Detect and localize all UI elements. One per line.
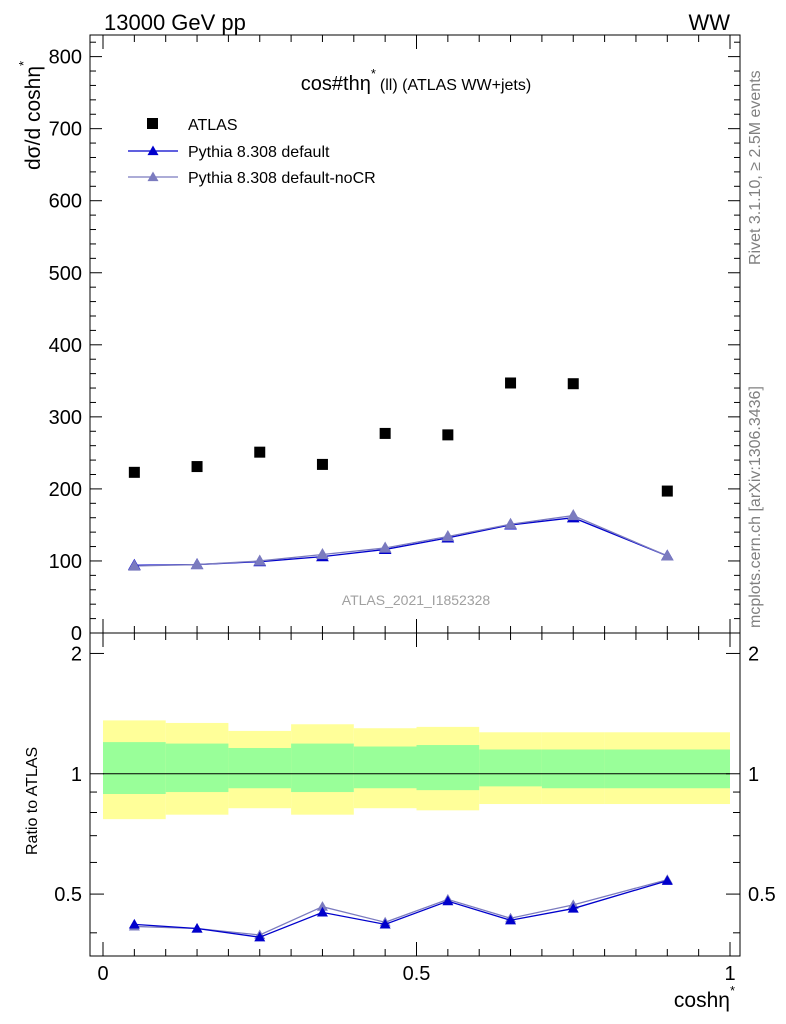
- uncertainty-band-green: [479, 749, 542, 787]
- legend-marker-triangle: [147, 171, 159, 182]
- ratio-y-axis-label: Ratio to ATLAS: [24, 747, 41, 855]
- series-marker-2: [378, 541, 392, 553]
- uncertainty-band-green: [416, 745, 480, 791]
- ratio-series-marker: [191, 923, 203, 933]
- plot-title-main: cos#thη: [301, 73, 371, 95]
- legend: ATLAS Pythia 8.308 default Pythia 8.308 de…: [128, 117, 376, 187]
- uncertainty-band-green: [228, 748, 292, 789]
- ratio-series-marker: [254, 931, 266, 942]
- plot-title: cos#thη* (ll) (ATLAS WW+jets): [301, 66, 531, 95]
- main-y-tick-label: 300: [49, 407, 82, 429]
- main-y-axis-label-text: dσ/d coshη: [22, 66, 45, 170]
- uncertainty-band-green: [541, 749, 605, 789]
- uncertainty-band-green: [604, 749, 730, 789]
- ratio-series-line: [134, 879, 668, 936]
- series-line-1: [134, 517, 668, 566]
- main-y-tick-labels: 0 100 200 300 400 500 600 700 800: [49, 47, 82, 645]
- x-tick-label: 1: [724, 963, 735, 985]
- atlas-data-point: [128, 466, 140, 478]
- ratio-y-tick-label: 2: [71, 643, 82, 665]
- ratio-series-marker: [505, 914, 517, 925]
- atlas-data-point: [442, 429, 454, 441]
- legend-entry-label: Pythia 8.308 default: [188, 144, 330, 161]
- ratio-series-marker: [567, 903, 579, 913]
- main-y-tick-label: 500: [49, 263, 82, 285]
- series-marker-2: [127, 559, 141, 571]
- main-y-tick-label: 100: [49, 551, 82, 573]
- uncertainty-band-green: [353, 746, 417, 789]
- x-tick-labels: 0 0.5 1: [97, 963, 735, 985]
- main-y-tick-label: 800: [49, 47, 82, 69]
- main-x-ticks: [102, 35, 731, 633]
- ratio-series-marker: [316, 901, 328, 911]
- header-process-label: WW: [688, 10, 730, 35]
- rivet-version-text: Rivet 3.1.10, ≥ 2.5M events: [747, 70, 764, 265]
- main-series-group: [127, 377, 674, 571]
- ratio-series-line: [134, 880, 668, 938]
- legend-marker-triangle: [147, 145, 159, 156]
- series-marker-2: [441, 529, 455, 542]
- series-marker-2: [316, 547, 329, 560]
- x-tick-label: 0: [97, 963, 108, 985]
- legend-marker-atlas: [147, 118, 158, 129]
- atlas-data-point: [505, 377, 517, 389]
- mcplots-credit-text: mcplots.cern.ch [arXiv:1306.3436]: [747, 386, 764, 628]
- ratio-y-tick-labels: 0.5 0.5 1 1 2 2: [54, 643, 776, 906]
- watermark-analysis-id: ATLAS_2021_I1852328: [342, 592, 491, 608]
- ratio-plot-frame: [89, 632, 741, 957]
- ratio-series-marker: [128, 918, 140, 929]
- ratio-y-tick-label: 0.5: [54, 884, 82, 906]
- atlas-data-point: [191, 461, 203, 473]
- ratio-y-tick-label-right: 0.5: [748, 884, 776, 906]
- atlas-data-point: [567, 378, 579, 390]
- main-y-ticks: [90, 41, 740, 634]
- atlas-data-point: [316, 458, 328, 470]
- ratio-panel: 0.5 0.51 12 2 0 0.5 1 Ratio to ATLAS coshη*: [24, 632, 776, 1012]
- ratio-y-tick-label-right: 2: [748, 643, 759, 665]
- ratio-x-ticks: [102, 633, 731, 956]
- ratio-series-marker: [661, 875, 673, 885]
- ratio-uncertainty-bands: [103, 720, 730, 820]
- legend-entry-label: Pythia 8.308 default-noCR: [188, 170, 376, 187]
- main-y-tick-label: 200: [49, 479, 82, 501]
- main-y-tick-label: 0: [71, 623, 82, 645]
- atlas-data-point: [661, 485, 673, 497]
- series-marker-2: [253, 554, 267, 566]
- atlas-data-point: [379, 427, 391, 439]
- ratio-series-group: [128, 874, 673, 942]
- main-panel: 0 100 200 300 400 500 600 700 800 ATLAS_2021_I18…: [16, 34, 741, 645]
- ratio-y-ticks: [90, 652, 740, 934]
- main-y-axis-label-sup: *: [16, 61, 31, 66]
- uncertainty-band-green: [103, 742, 166, 794]
- x-axis-label-sup: *: [730, 983, 735, 998]
- series-marker-2: [504, 517, 517, 529]
- main-y-tick-label: 600: [49, 191, 82, 213]
- x-axis-label: coshη*: [674, 983, 735, 1012]
- uncertainty-band-green: [291, 743, 354, 793]
- series-marker-2: [660, 549, 674, 561]
- header-energy-label: 13000 GeV pp: [104, 10, 246, 35]
- main-y-tick-label: 700: [49, 119, 82, 141]
- series-marker-2: [566, 509, 580, 521]
- main-y-axis-label: dσ/d coshη*: [16, 61, 45, 170]
- ratio-y-tick-label-right: 1: [748, 764, 759, 786]
- ratio-series-marker: [379, 918, 391, 929]
- atlas-data-point: [254, 446, 266, 458]
- x-tick-label: 0.5: [403, 963, 431, 985]
- ratio-y-tick-label: 1: [71, 764, 82, 786]
- plot-title-sup: *: [371, 66, 376, 81]
- main-y-tick-label: 400: [49, 335, 82, 357]
- legend-entry-label: ATLAS: [188, 117, 238, 134]
- uncertainty-band-green: [165, 743, 229, 793]
- ratio-series-marker: [442, 895, 454, 906]
- plot-title-rest: (ll) (ATLAS WW+jets): [380, 77, 531, 94]
- ratio-series-marker: [316, 906, 328, 917]
- x-axis-label-text: coshη: [674, 989, 730, 1012]
- series-marker-2: [190, 558, 204, 570]
